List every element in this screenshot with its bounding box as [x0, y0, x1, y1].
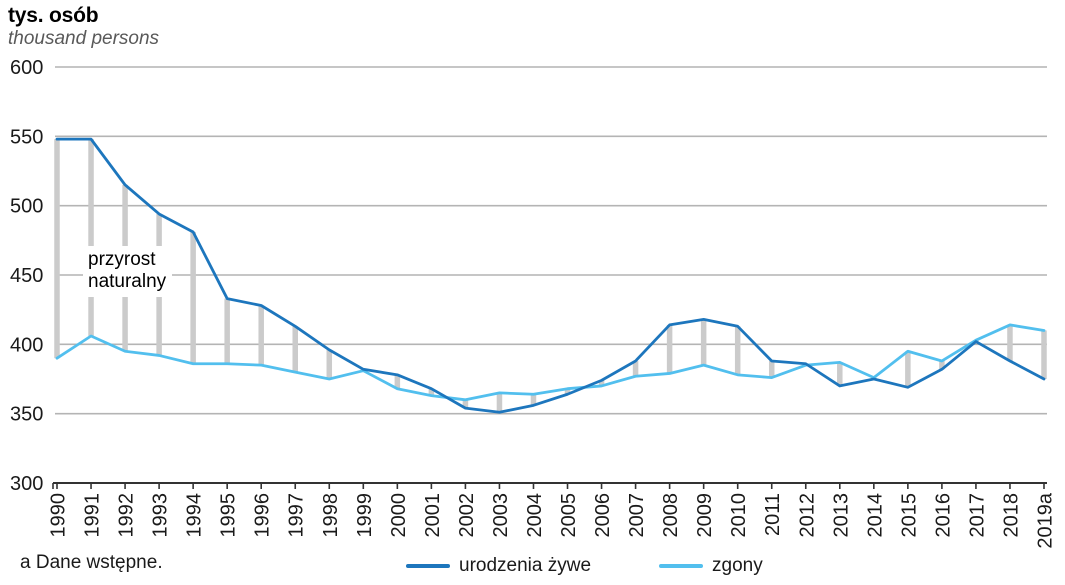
x-tick-label: 2017: [966, 493, 988, 538]
natural-increase-bar: [939, 360, 945, 370]
x-tick-label: 2008: [660, 493, 682, 538]
legend: urodzenia żywe zgony: [406, 555, 763, 577]
x-tick-label: 2006: [592, 493, 614, 538]
natural-increase-bar: [462, 399, 469, 409]
natural-increase-bar: [428, 388, 435, 396]
natural-increase-bar: [598, 380, 605, 386]
x-tick-label: 2001: [422, 493, 444, 538]
natural-increase-bar: [768, 360, 775, 378]
footnote: a Dane wstępne.: [20, 552, 163, 573]
x-tick-label: 2002: [456, 493, 478, 538]
x-tick-label: 2012: [796, 493, 818, 538]
natural-increase-bar: [88, 139, 94, 337]
natural-increase-bar: [1041, 330, 1047, 379]
natural-increase-bar: [258, 305, 264, 366]
x-tick-label: 1991: [82, 493, 104, 538]
x-tick-label: 2015: [898, 493, 920, 538]
y-tick-label: 600: [10, 57, 43, 79]
x-tick-label: 1990: [48, 493, 70, 538]
x-tick-label: 2016: [932, 493, 954, 538]
y-tick-label: 500: [10, 196, 43, 218]
y-axis-unit-label-en: thousand persons: [8, 28, 160, 49]
y-tick-label: 550: [10, 126, 43, 148]
x-tick-label: 2013: [830, 493, 852, 538]
chart-header: tys. osób thousand persons: [8, 4, 159, 50]
natural-increase-label: przyrost naturalny: [83, 246, 173, 297]
deaths-line-swatch: [659, 564, 704, 568]
natural-increase-bar: [734, 326, 741, 375]
legend-label-deaths: zgony: [712, 555, 763, 576]
x-tick-label: 2011: [762, 493, 784, 536]
natural-increase-bar: [190, 232, 196, 364]
y-tick-label: 450: [10, 265, 43, 287]
legend-label-births: urodzenia żywe: [459, 555, 592, 576]
births-line-swatch: [406, 564, 450, 568]
x-tick-label: 1996: [252, 493, 274, 538]
x-tick-label: 2018: [1000, 493, 1022, 538]
natural-increase-bar: [224, 298, 230, 364]
natural-increase-label-line2: naturalny: [88, 271, 167, 292]
x-tick-label: 1994: [184, 493, 206, 538]
y-tick-label: 300: [10, 473, 43, 495]
x-tick-label: 2010: [728, 493, 750, 538]
legend-item-deaths: zgony: [659, 555, 763, 577]
legend-item-births: urodzenia żywe: [406, 555, 591, 577]
births-line: [55, 137, 1046, 414]
natural-increase-bar: [632, 360, 639, 377]
natural-increase-bar: [564, 388, 571, 395]
natural-increase-bar: [700, 319, 707, 366]
natural-increase-bar: [394, 374, 401, 389]
natural-increase-bar: [326, 349, 333, 379]
natural-increase-bar: [1007, 324, 1013, 361]
natural-increase-bar: [905, 351, 911, 388]
x-tick-label: 2009: [694, 493, 716, 538]
x-tick-label: 2000: [388, 493, 410, 538]
x-tick-label: 1999: [354, 493, 376, 538]
x-tick-label: 2007: [626, 493, 648, 538]
y-tick-label: 400: [10, 334, 43, 356]
natural-increase-label-line1: przyrost: [88, 249, 156, 270]
y-axis-unit-label: tys. osób: [8, 4, 99, 27]
x-tick-label: 1995: [218, 493, 240, 538]
natural-increase-bar: [54, 139, 60, 359]
x-tick-label: 1993: [150, 493, 172, 538]
deaths-line: [55, 323, 1046, 402]
x-tick-label: 2004: [524, 493, 546, 538]
natural-increase-bar: [496, 392, 503, 413]
natural-increase-bar: [530, 394, 537, 406]
x-tick-label: 1997: [286, 493, 308, 538]
x-tick-label: 2005: [558, 493, 580, 538]
x-tick-label: 2003: [490, 493, 512, 538]
x-tick-label: 1992: [116, 493, 138, 538]
natural-increase-bar: [837, 362, 843, 386]
y-tick-label: 350: [10, 404, 43, 426]
natural-increase-bar: [666, 324, 673, 374]
natural-increase-bar: [292, 326, 298, 373]
x-tick-label: 1998: [320, 493, 342, 538]
x-tick-label: 2019a: [1035, 492, 1057, 548]
x-tick-label: 2014: [864, 493, 886, 538]
